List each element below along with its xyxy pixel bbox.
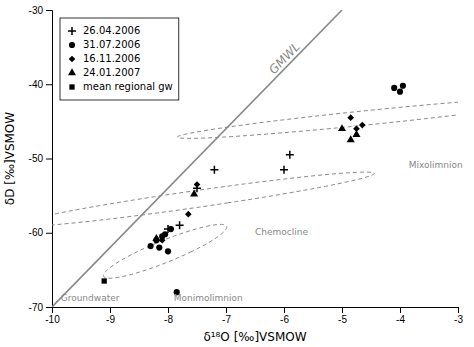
y-tick-mark [46,307,52,308]
y-tick: -50 [29,153,52,164]
point [347,114,354,121]
point-series [164,151,294,233]
y-tick-mark [46,159,52,160]
x-tick-label: -4 [396,314,405,325]
x-tick: -5 [338,307,347,325]
x-tick: -9 [106,307,115,325]
legend-symbol [68,27,76,35]
point [156,245,162,251]
legend-label: mean regional gw [83,81,173,92]
x-tick: -3 [454,307,463,325]
x-tick-mark [110,307,111,313]
annotation: Monimolimnion [174,293,243,303]
x-tick: -8 [164,307,173,325]
y-tick-label: -30 [29,5,44,16]
y-axis-line [46,11,53,308]
annotation: Chemocline [255,227,308,237]
point [185,211,192,218]
group-ellipse [103,224,226,278]
x-tick-mark [458,307,459,313]
reference-line [52,10,342,307]
x-tick-mark [226,307,227,313]
point-series [102,278,107,283]
x-tick: -6 [280,307,289,325]
legend-symbol [69,42,75,48]
point [352,130,360,137]
x-tick-label: -8 [164,314,173,325]
x-tick-mark [168,307,169,313]
point [102,278,107,283]
y-tick-label: -40 [29,79,44,90]
point [280,166,288,174]
plot-area [52,10,458,307]
x-tick-label: -7 [222,314,231,325]
legend-symbol [69,56,76,63]
point [162,231,168,237]
legend-label: 26.04.2006 [83,25,140,36]
x-tick-mark [400,307,401,313]
point [194,181,201,188]
point [190,189,198,196]
y-tick: -30 [29,5,52,16]
x-tick-mark [342,307,343,313]
chart: -10 -9 -8 -7 -6 -5 -4 -3 -70 -60 -50 -40 -30 δ¹⁸O [‰]… [0,0,474,347]
point [176,221,184,229]
group-ellipse [177,97,458,138]
x-axis-title: δ¹⁸O [‰]VSMOW [203,330,306,344]
y-axis: -70 -60 -50 -40 -30 [29,5,53,313]
point-series [152,124,360,241]
annotation: GMWL [266,40,303,77]
legend-label: 31.07.2006 [83,39,140,50]
point-series [159,114,366,243]
y-tick-label: -70 [29,302,44,313]
y-tick: -60 [29,227,52,238]
x-tick-label: -9 [106,314,115,325]
x-tick-label: -5 [338,314,347,325]
y-tick-mark [46,84,52,85]
point [168,226,174,232]
legend-label: 16.11.2006 [83,53,140,64]
point-series [148,83,406,296]
y-tick: -70 [29,302,52,313]
legend-symbol [68,68,76,75]
x-axis-line [53,308,459,314]
y-tick-label: -60 [29,227,44,238]
point [148,243,154,249]
x-tick-label: -3 [454,314,463,325]
point [165,248,171,254]
x-tick: -10 [45,307,60,325]
point [397,89,403,95]
legend-label: 24.01.2007 [83,67,140,78]
y-tick-label: -50 [29,153,44,164]
x-tick-mark [284,307,285,313]
legend-symbol [69,84,74,89]
point [391,85,397,91]
x-tick-label: -6 [280,314,289,325]
x-tick: -7 [222,307,231,325]
y-tick-mark [46,233,52,234]
annotation: Mixolimnion [409,160,463,170]
group-ellipse [52,172,374,226]
y-tick: -40 [29,79,52,90]
x-tick-label: -10 [45,314,60,325]
y-tick-mark [46,10,52,11]
y-axis-title: δD [‰]VSMOW [3,112,17,205]
x-tick: -4 [396,307,405,325]
annotation: Groundwater [61,293,120,303]
x-axis: -10 -9 -8 -7 -6 -5 -4 -3 [45,307,463,325]
point [152,234,160,241]
point [400,83,406,89]
point [210,166,218,174]
point [359,122,366,129]
legend-frame [60,18,179,100]
legend: 26.04.2006 31.07.2006 16.11.2006 24.01.2007… [60,18,179,100]
point [338,124,346,131]
point [286,151,294,159]
